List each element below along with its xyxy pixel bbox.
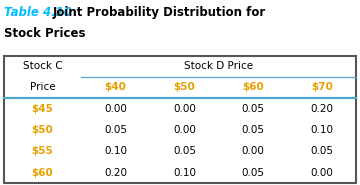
- Text: $70: $70: [311, 82, 333, 92]
- Text: 0.05: 0.05: [242, 104, 265, 114]
- Text: 0.00: 0.00: [173, 125, 196, 135]
- Text: $55: $55: [32, 146, 53, 156]
- Text: 0.05: 0.05: [242, 167, 265, 178]
- Text: Joint Probability Distribution for: Joint Probability Distribution for: [52, 6, 265, 18]
- Text: 0.20: 0.20: [104, 167, 127, 178]
- Text: 0.20: 0.20: [311, 104, 333, 114]
- Text: 0.05: 0.05: [311, 146, 333, 156]
- Text: Stock C: Stock C: [23, 61, 62, 71]
- Text: 0.05: 0.05: [104, 125, 127, 135]
- Text: Price: Price: [30, 82, 55, 92]
- Text: 0.10: 0.10: [173, 167, 196, 178]
- Text: Table 4.10: Table 4.10: [4, 6, 72, 18]
- Bar: [4, 56, 356, 183]
- Text: $50: $50: [174, 82, 195, 92]
- Text: 0.00: 0.00: [242, 146, 265, 156]
- Text: $45: $45: [31, 104, 53, 114]
- Text: 0.05: 0.05: [242, 125, 265, 135]
- Text: $50: $50: [32, 125, 53, 135]
- Text: $40: $40: [105, 82, 127, 92]
- Text: 0.05: 0.05: [173, 146, 196, 156]
- Text: 0.10: 0.10: [311, 125, 333, 135]
- Text: 0.00: 0.00: [173, 104, 196, 114]
- Text: 0.00: 0.00: [311, 167, 333, 178]
- Text: $60: $60: [32, 167, 53, 178]
- Text: 0.10: 0.10: [104, 146, 127, 156]
- Text: 0.00: 0.00: [104, 104, 127, 114]
- Text: $60: $60: [242, 82, 264, 92]
- Text: Stock D Price: Stock D Price: [184, 61, 253, 71]
- Text: Stock Prices: Stock Prices: [4, 27, 85, 40]
